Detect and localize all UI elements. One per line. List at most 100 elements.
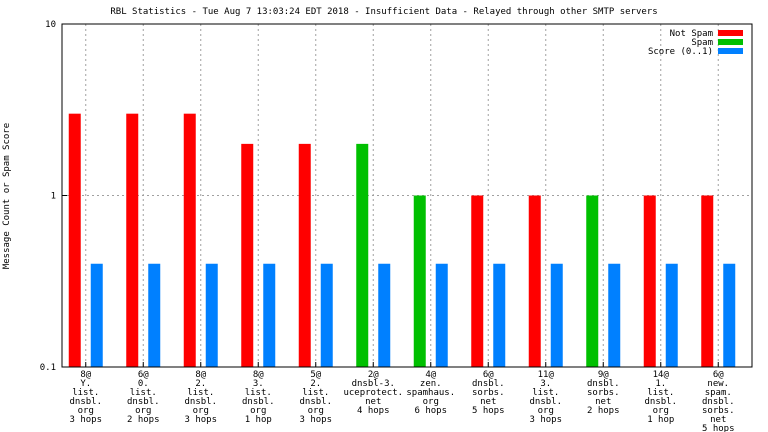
- bar-score-0-1: [608, 263, 621, 367]
- x-tick-label: dnsbl.: [529, 397, 562, 407]
- x-tick-label: dnsbl-3.: [352, 379, 395, 389]
- x-tick-label: dnsbl.: [184, 397, 217, 407]
- bar-score-0-1: [435, 263, 448, 367]
- x-tick-label: dnsbl.: [242, 397, 275, 407]
- x-tick-label: list.: [72, 388, 99, 398]
- x-tick-label: 0.: [138, 379, 149, 389]
- bar-spam: [413, 195, 426, 367]
- x-tick-label: net: [710, 415, 726, 425]
- legend-swatch: [718, 39, 743, 45]
- plot-frame: [61, 23, 753, 368]
- x-tick-label: sorbs.: [702, 406, 735, 416]
- x-tick-label: 4@: [425, 370, 436, 380]
- legend-swatch: [718, 30, 743, 36]
- bar-not-spam: [701, 195, 714, 367]
- bar-not-spam: [298, 143, 311, 367]
- x-tick-label: 5 hops: [702, 424, 735, 432]
- x-tick-label: 8@: [253, 370, 264, 380]
- bar-not-spam: [643, 195, 656, 367]
- x-tick-label: 6@: [138, 370, 149, 380]
- x-tick-label: 3 hops: [69, 415, 102, 425]
- x-tick-label: 2 hops: [127, 415, 160, 425]
- legend-label: Score (0..1): [648, 47, 713, 57]
- bar-not-spam: [183, 113, 196, 367]
- x-tick-label: sorbs.: [587, 388, 620, 398]
- x-tick-label: dnsbl.: [127, 397, 160, 407]
- bar-spam: [356, 143, 369, 367]
- bar-not-spam: [241, 143, 254, 367]
- x-tick-label: org: [193, 406, 209, 416]
- x-tick-label: dnsbl.: [702, 397, 735, 407]
- chart-title: RBL Statistics - Tue Aug 7 13:03:24 EDT …: [110, 7, 657, 17]
- bar-score-0-1: [205, 263, 218, 367]
- x-tick-label: 2.: [310, 379, 321, 389]
- x-tick-label: 4 hops: [357, 406, 390, 416]
- x-tick-label: list.: [302, 388, 329, 398]
- x-tick-label: list.: [245, 388, 272, 398]
- legend-label: Not Spam: [670, 29, 713, 39]
- bar-score-0-1: [90, 263, 103, 367]
- bar-not-spam: [126, 113, 139, 367]
- x-tick-label: net: [595, 397, 611, 407]
- bar-score-0-1: [320, 263, 333, 367]
- x-tick-label: dnsbl.: [299, 397, 332, 407]
- y-tick-label: 0.1: [40, 363, 56, 373]
- x-tick-label: 5@: [310, 370, 321, 380]
- x-tick-label: 6@: [483, 370, 494, 380]
- x-tick-label: org: [423, 397, 439, 407]
- x-tick-label: org: [250, 406, 266, 416]
- legend-swatch: [718, 48, 743, 54]
- x-tick-label: org: [78, 406, 94, 416]
- x-tick-label: sorbs.: [472, 388, 505, 398]
- x-tick-label: 11@: [538, 370, 555, 380]
- bar-score-0-1: [665, 263, 678, 367]
- x-tick-label: 9@: [598, 370, 609, 380]
- x-tick-label: 3.: [253, 379, 264, 389]
- x-tick-label: 2@: [368, 370, 379, 380]
- bar-score-0-1: [378, 263, 391, 367]
- x-tick-label: net: [365, 397, 381, 407]
- x-tick-label: 3 hops: [299, 415, 332, 425]
- legend-label: Spam: [691, 38, 713, 48]
- x-tick-label: list.: [647, 388, 674, 398]
- x-tick-label: dnsbl.: [587, 379, 620, 389]
- bar-not-spam: [68, 113, 81, 367]
- x-tick-label: 8@: [195, 370, 206, 380]
- x-tick-label: new.: [707, 379, 729, 389]
- x-tick-label: 2 hops: [587, 406, 620, 416]
- x-tick-label: net: [480, 397, 496, 407]
- bar-not-spam: [471, 195, 484, 367]
- x-tick-label: 6@: [713, 370, 724, 380]
- x-tick-label: 1 hop: [647, 415, 674, 425]
- bar-score-0-1: [550, 263, 563, 367]
- x-tick-label: list.: [532, 388, 559, 398]
- x-tick-label: 6 hops: [414, 406, 447, 416]
- x-tick-label: 8@: [80, 370, 91, 380]
- x-tick-label: org: [538, 406, 554, 416]
- bar-score-0-1: [263, 263, 276, 367]
- x-tick-label: org: [135, 406, 151, 416]
- x-tick-label: 1.: [655, 379, 666, 389]
- x-tick-label: 5 hops: [472, 406, 505, 416]
- x-tick-label: dnsbl.: [472, 379, 505, 389]
- x-tick-label: 14@: [653, 370, 670, 380]
- x-tick-label: 2.: [195, 379, 206, 389]
- gridlines: [62, 23, 752, 368]
- bar-not-spam: [528, 195, 541, 367]
- x-tick-label: uceprotect.: [343, 388, 403, 398]
- y-tick-label: 10: [45, 20, 56, 30]
- x-tick-label: 3 hops: [529, 415, 562, 425]
- x-tick-label: zen.: [420, 379, 442, 389]
- x-tick-label: 3 hops: [184, 415, 217, 425]
- y-tick-label: 1: [51, 192, 56, 202]
- bar-score-0-1: [493, 263, 506, 367]
- x-tick-label: list.: [130, 388, 157, 398]
- x-tick-label: 1 hop: [245, 415, 272, 425]
- bar-spam: [586, 195, 599, 367]
- x-tick-label: spamhaus.: [406, 388, 455, 398]
- x-tick-label: dnsbl.: [644, 397, 677, 407]
- x-tick-label: 3.: [540, 379, 551, 389]
